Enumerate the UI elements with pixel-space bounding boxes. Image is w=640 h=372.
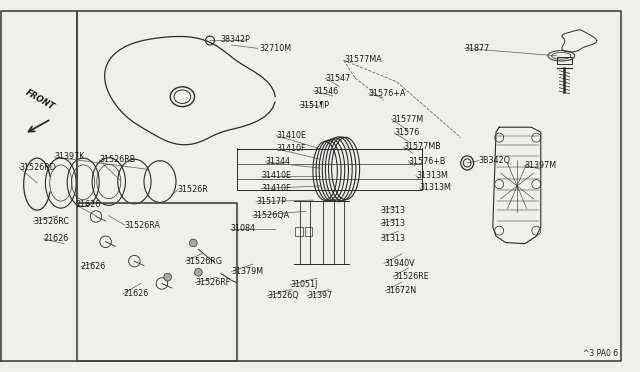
Text: 31410E: 31410E: [261, 171, 291, 180]
Text: 31526RB: 31526RB: [99, 155, 136, 164]
Bar: [557, 57, 572, 64]
Bar: [295, 227, 303, 236]
Circle shape: [164, 273, 172, 281]
Circle shape: [195, 269, 202, 276]
Text: 31547: 31547: [325, 74, 350, 83]
Text: 31526Q: 31526Q: [268, 291, 299, 300]
Text: 31576+A: 31576+A: [369, 89, 406, 98]
Text: 31526RF: 31526RF: [195, 278, 230, 287]
Text: 31576: 31576: [394, 128, 419, 137]
Text: 31410E: 31410E: [276, 131, 307, 140]
Text: 31313: 31313: [381, 234, 406, 243]
Text: 31546: 31546: [314, 87, 339, 96]
Text: 31576+B: 31576+B: [408, 157, 445, 166]
Text: 31526R: 31526R: [178, 185, 209, 194]
Text: 31577M: 31577M: [392, 115, 424, 124]
Text: 31877: 31877: [465, 44, 490, 53]
Text: 31410E: 31410E: [261, 184, 291, 193]
Text: 31577MB: 31577MB: [403, 142, 441, 151]
Text: 31410F: 31410F: [276, 144, 306, 153]
Text: 31397: 31397: [307, 291, 332, 300]
Text: 31397K: 31397K: [54, 153, 84, 161]
Text: 31397M: 31397M: [525, 161, 557, 170]
Text: FRONT: FRONT: [24, 88, 56, 112]
Text: 21626: 21626: [76, 200, 100, 209]
Text: 31379M: 31379M: [232, 267, 264, 276]
Text: 32710M: 32710M: [259, 44, 291, 53]
Text: 31577MA: 31577MA: [344, 55, 382, 64]
Text: 31313: 31313: [381, 219, 406, 228]
Text: 31313M: 31313M: [420, 183, 452, 192]
Text: 31526RC: 31526RC: [33, 217, 69, 226]
Text: 31526RD: 31526RD: [19, 163, 56, 172]
Text: 31526RG: 31526RG: [186, 257, 223, 266]
Text: 3B342Q: 3B342Q: [479, 156, 511, 165]
Text: 31344: 31344: [266, 157, 291, 166]
Text: 31051J: 31051J: [291, 280, 318, 289]
Text: 21626: 21626: [81, 262, 106, 271]
Text: 31940V: 31940V: [384, 259, 415, 268]
Text: 31672N: 31672N: [385, 286, 417, 295]
Text: 31313: 31313: [381, 206, 406, 215]
Text: 21626: 21626: [123, 289, 148, 298]
Text: 31084: 31084: [230, 224, 255, 233]
Text: ^3 PA0 6: ^3 PA0 6: [583, 349, 618, 358]
Text: 31526RE: 31526RE: [393, 272, 429, 281]
Text: 31313M: 31313M: [416, 171, 448, 180]
Text: 3151¶P: 3151¶P: [300, 100, 330, 109]
Text: 31526RA: 31526RA: [125, 221, 161, 230]
Text: 31517P: 31517P: [256, 197, 286, 206]
Text: 31526QA: 31526QA: [253, 211, 290, 220]
Text: 38342P: 38342P: [221, 35, 251, 44]
Bar: [305, 227, 312, 236]
Circle shape: [189, 239, 197, 247]
Text: 21626: 21626: [44, 234, 68, 243]
